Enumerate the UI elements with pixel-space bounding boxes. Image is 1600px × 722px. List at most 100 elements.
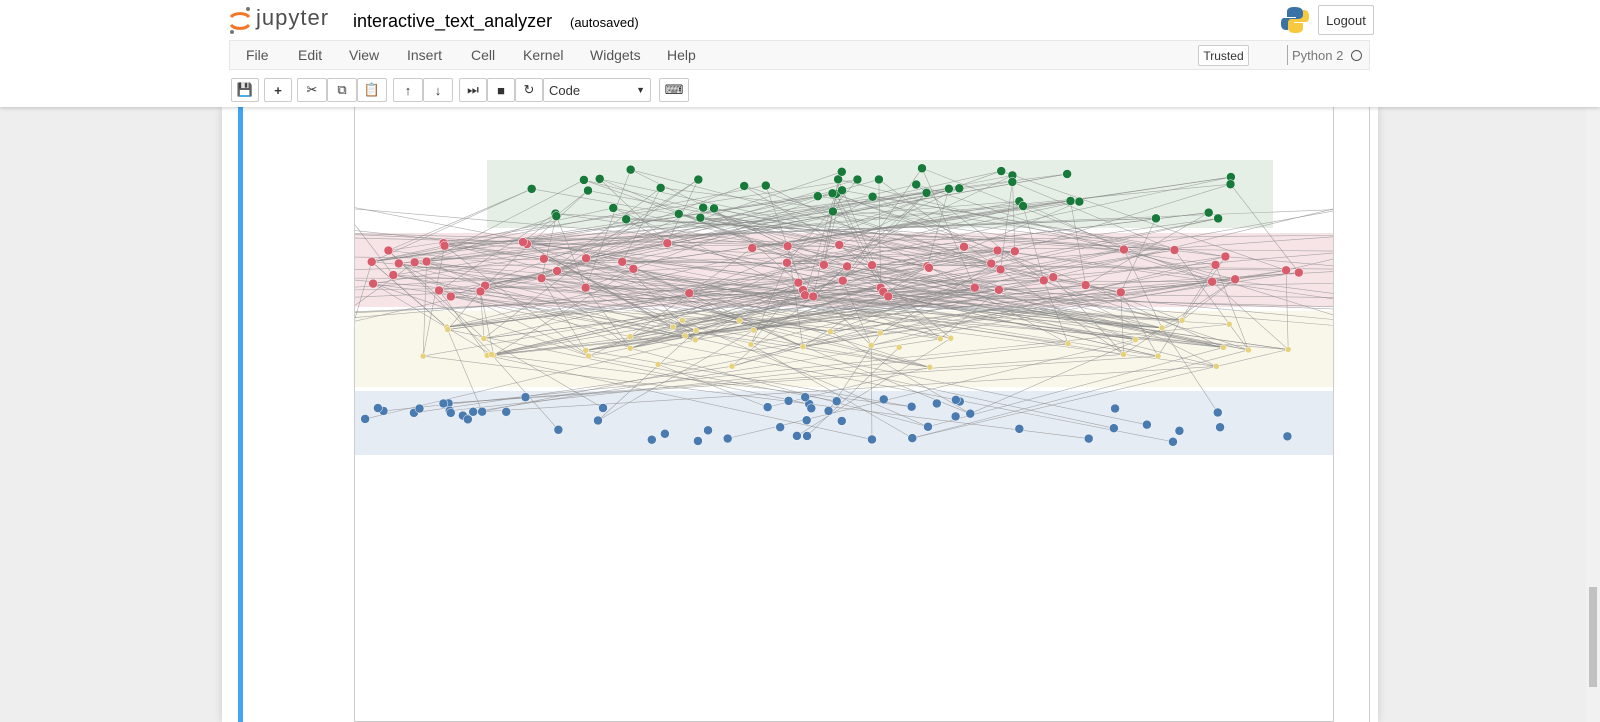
graph-edge bbox=[355, 233, 1015, 252]
graph-edge bbox=[355, 280, 1044, 291]
network-graph bbox=[355, 160, 1333, 455]
insert-cell-button[interactable]: + bbox=[264, 78, 292, 102]
blue-node bbox=[906, 401, 917, 412]
blue-node bbox=[438, 398, 449, 409]
restart-button[interactable]: ↻ bbox=[515, 78, 543, 102]
yellow-node bbox=[444, 326, 451, 333]
move-down-button[interactable]: ↓ bbox=[423, 78, 453, 102]
scrollbar-thumb[interactable] bbox=[1589, 587, 1597, 687]
graph-edge bbox=[480, 291, 881, 334]
blue-node bbox=[660, 429, 670, 439]
green-node bbox=[1018, 201, 1028, 211]
graph-edge bbox=[556, 215, 586, 288]
blue-node bbox=[802, 431, 812, 441]
yellow-node bbox=[1132, 336, 1139, 343]
blue-node bbox=[414, 403, 425, 414]
green-node bbox=[608, 203, 619, 213]
yellow-node bbox=[1064, 340, 1072, 347]
menu-item[interactable]: Widgets bbox=[590, 47, 641, 63]
graph-edge bbox=[630, 336, 1173, 443]
cell-type-select[interactable]: Code ▼ bbox=[543, 78, 651, 102]
graph-edge bbox=[493, 354, 912, 407]
menu-item[interactable]: Help bbox=[667, 47, 696, 63]
green-node bbox=[837, 185, 847, 196]
menu-item[interactable]: View bbox=[349, 47, 380, 63]
run-button[interactable]: ⏭ bbox=[459, 78, 487, 102]
graph-edge bbox=[398, 263, 696, 341]
graph-edge bbox=[599, 178, 668, 244]
graph-edge bbox=[842, 189, 1175, 251]
graph-edge bbox=[660, 187, 1226, 257]
graph-edge bbox=[355, 261, 373, 319]
graph-edge bbox=[557, 270, 1069, 344]
notebook-container bbox=[222, 107, 1378, 722]
red-node bbox=[1048, 272, 1059, 282]
menu-item[interactable]: Edit bbox=[298, 47, 323, 63]
graph-edge bbox=[450, 185, 745, 297]
blue-node bbox=[1215, 422, 1225, 432]
red-node bbox=[662, 238, 673, 248]
red-node bbox=[518, 237, 528, 247]
yellow-node bbox=[926, 363, 934, 371]
blue-node bbox=[831, 396, 842, 406]
blue-node bbox=[867, 434, 877, 445]
green-node bbox=[526, 184, 537, 194]
graph-edge bbox=[388, 188, 532, 251]
red-node bbox=[959, 241, 969, 252]
move-up-button[interactable]: ↑ bbox=[393, 78, 423, 102]
graph-edge bbox=[413, 366, 733, 414]
graph-edge bbox=[836, 193, 1054, 278]
red-node bbox=[867, 260, 877, 270]
graph-edge bbox=[744, 185, 873, 266]
graph-edge bbox=[485, 285, 1333, 307]
menu-item[interactable]: Cell bbox=[471, 47, 496, 63]
graph-edge bbox=[491, 354, 559, 430]
red-node bbox=[986, 258, 996, 269]
graph-edge bbox=[443, 242, 930, 368]
logout-button[interactable]: Logout bbox=[1318, 5, 1374, 35]
blue-node bbox=[593, 415, 603, 426]
python-logo bbox=[1281, 7, 1309, 33]
command-palette-button[interactable]: ⌨ bbox=[659, 78, 689, 102]
graph-edge bbox=[483, 292, 690, 339]
interrupt-button[interactable]: ■ bbox=[487, 78, 515, 102]
yellow-node bbox=[747, 341, 755, 348]
graph-edge bbox=[585, 284, 1086, 351]
save-button[interactable]: 💾 bbox=[231, 78, 259, 102]
menu-item[interactable]: File bbox=[246, 47, 269, 63]
logo-text[interactable]: jupyter bbox=[256, 5, 330, 30]
notebook-name[interactable]: interactive_text_analyzer bbox=[353, 11, 553, 31]
green-node bbox=[739, 181, 749, 191]
copy-button[interactable]: ⧉ bbox=[327, 78, 357, 102]
menu-item[interactable]: Insert bbox=[407, 47, 443, 63]
trusted-indicator[interactable]: Trusted bbox=[1198, 45, 1249, 66]
graph-edge bbox=[765, 185, 806, 296]
cut-button[interactable]: ✂ bbox=[297, 78, 327, 102]
paste-button[interactable]: 📋 bbox=[357, 78, 387, 102]
graph-edge bbox=[414, 261, 1217, 367]
red-node bbox=[366, 257, 377, 267]
cell-type-label: Code bbox=[549, 82, 581, 98]
graph-edge bbox=[870, 345, 873, 440]
graph-edge bbox=[587, 190, 1001, 270]
red-node bbox=[1116, 287, 1126, 298]
graph-edge bbox=[921, 168, 976, 288]
graph-edge bbox=[355, 277, 1213, 283]
blue-node bbox=[792, 431, 802, 441]
blue-node bbox=[775, 422, 785, 432]
graph-edge bbox=[480, 291, 485, 339]
red-node bbox=[388, 270, 399, 280]
graph-edge bbox=[462, 346, 804, 416]
graph-edge bbox=[830, 331, 971, 414]
graph-edge bbox=[685, 335, 1114, 429]
red-node bbox=[684, 288, 695, 298]
graph-edge bbox=[786, 201, 1080, 264]
graph-edge bbox=[630, 296, 814, 349]
menu-item[interactable]: Kernel bbox=[523, 47, 564, 63]
blue-node bbox=[477, 406, 487, 417]
blue-node bbox=[965, 408, 976, 419]
graph-edge bbox=[355, 287, 881, 314]
blue-node bbox=[360, 414, 370, 424]
graph-edge bbox=[626, 218, 668, 244]
yellow-node bbox=[1225, 320, 1233, 328]
